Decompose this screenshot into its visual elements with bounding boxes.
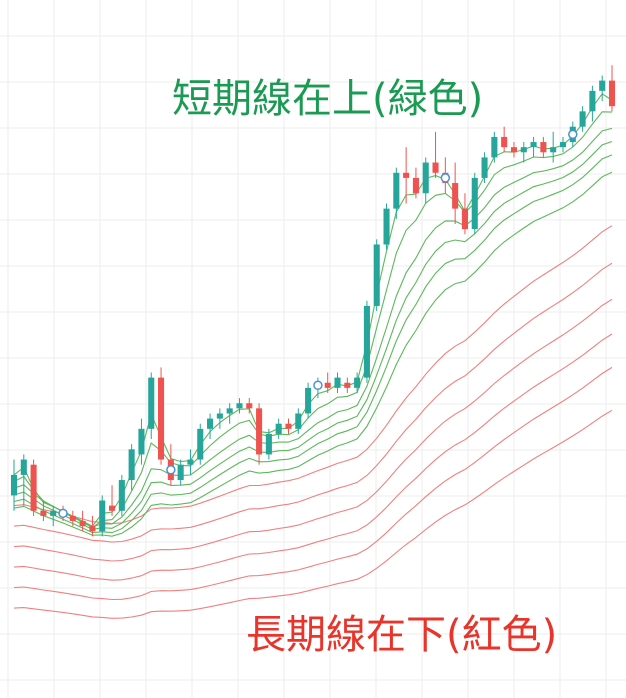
long-ema-line [13,262,613,543]
candle-up [138,428,145,455]
candle-down [510,147,518,153]
candle-up [393,172,400,209]
candle-up [530,142,537,148]
candle-down [461,208,468,230]
candle-up [471,177,478,230]
candle-up [491,136,498,158]
candle-up [305,387,312,414]
long-ema-line [13,298,613,562]
candle-up [177,464,184,481]
candle-up [599,80,606,91]
candle-up [128,449,135,481]
candle-up [118,480,125,511]
candle-down [403,172,410,178]
candle-down [108,505,116,511]
candle-down [256,408,263,455]
candle-up [550,147,557,153]
short-ema-line [13,93,613,527]
candle-up [265,433,272,455]
long-term-label: 長期線在下(紅色) [246,612,558,658]
long-ema-line [13,333,613,581]
crossover-marker [568,129,578,140]
candle-up [559,142,567,148]
candle-up [579,111,586,127]
crossover-marker [313,380,323,391]
candle-up [10,474,18,496]
long-ema-line [13,409,613,619]
candle-up [589,90,596,112]
short-ema-line [13,171,613,537]
candle-down [344,382,351,388]
candle-down [608,80,616,107]
candle-up [354,377,361,388]
candle-up [373,244,380,306]
candle-down [40,510,47,516]
candle-up [520,147,527,153]
crossover-marker [166,465,176,475]
short-ema-line [13,154,613,534]
crossover-marker [440,173,451,183]
candle-up [207,418,214,429]
candle-up [148,377,155,429]
candle-down [324,382,331,388]
short-term-label: 短期線在上(緑色) [172,76,484,122]
candle-up [50,510,57,516]
short-ema-line [13,111,613,529]
candle-down [246,403,253,409]
long-ema-line [13,366,613,601]
short-ema-line [13,140,613,530]
candle-up [236,403,243,409]
candle-up [187,459,194,465]
candle-down [30,464,37,511]
candle-up [383,208,390,245]
crossover-marker [58,508,68,519]
candle-down [412,177,419,194]
candle-down [285,423,292,429]
candle-up [216,413,223,419]
candle-down [79,521,86,527]
candle-down [501,136,508,148]
long-ema-line [13,225,613,525]
candle-down [452,183,459,209]
candle-down [158,377,165,460]
candle-up [295,413,302,429]
candle-down [89,526,96,532]
candle-up [99,500,106,532]
candle-up [20,459,27,475]
candle-up [197,428,204,460]
candle-up [226,408,233,414]
short-ema-line [13,127,613,528]
candle-up [363,305,370,378]
candle-up [481,157,488,178]
candle-down [69,515,76,522]
candle-up [275,423,282,434]
candle-down [540,142,547,153]
candle-up [422,162,429,194]
candle-up [334,377,341,388]
candle-down [432,162,439,173]
